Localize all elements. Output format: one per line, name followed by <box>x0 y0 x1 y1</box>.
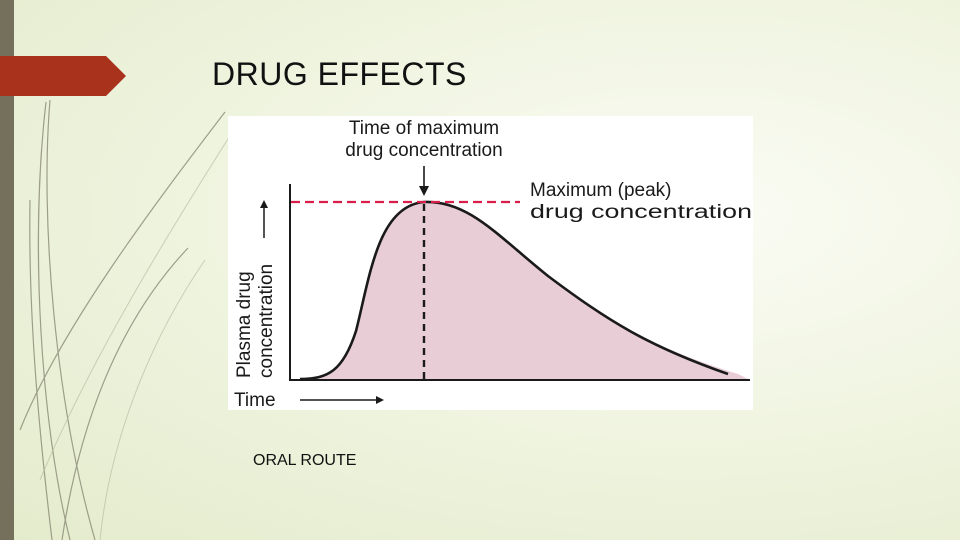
x-axis-label: Time <box>234 390 276 410</box>
y-axis-label-1: Plasma drug <box>234 271 255 378</box>
peak-time-label-2: drug concentration <box>345 140 502 161</box>
concentration-area <box>300 201 748 379</box>
x-label-arrow-head <box>376 396 384 404</box>
y-label-arrow-head <box>260 200 268 208</box>
peak-value-label-2: drug concentration <box>530 202 752 223</box>
pharmacokinetic-diagram: Time of maximum drug concentration Maxim… <box>228 116 753 410</box>
decorative-lines <box>19 99 241 540</box>
route-caption: ORAL ROUTE <box>253 452 357 469</box>
y-axis-label-2: concentration <box>256 264 277 378</box>
peak-arrow-head <box>419 186 429 196</box>
left-sidebar-bar <box>0 0 14 540</box>
peak-value-label-1: Maximum (peak) <box>530 180 671 201</box>
accent-arrow-shape <box>0 56 126 96</box>
slide-title: DRUG EFFECTS <box>212 56 467 92</box>
peak-time-label-1: Time of maximum <box>349 118 499 139</box>
